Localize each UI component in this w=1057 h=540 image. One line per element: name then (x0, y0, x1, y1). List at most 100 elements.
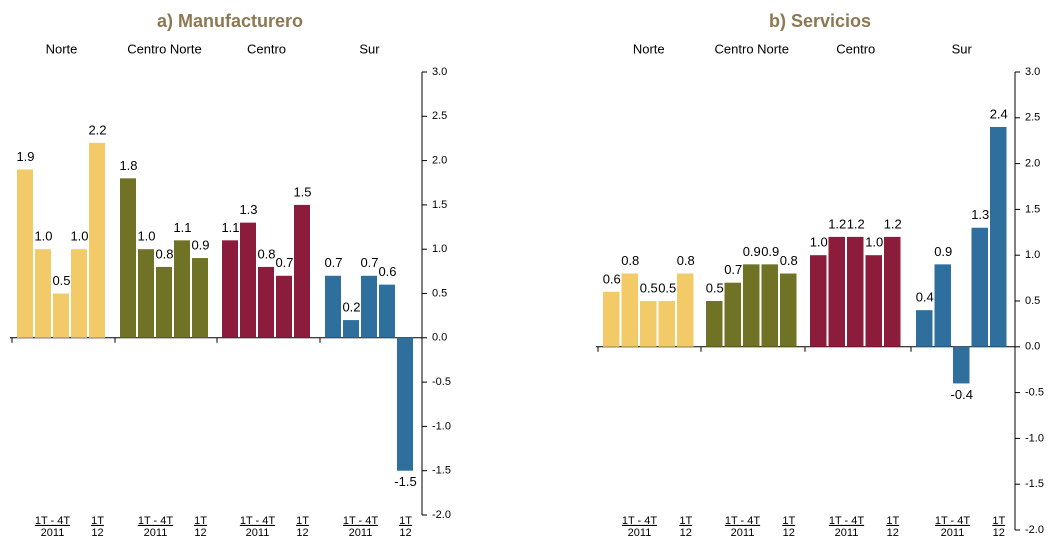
group-label: Centro Norte (715, 41, 789, 56)
period-label: 1T (992, 515, 1005, 527)
bar (120, 178, 136, 338)
bar (222, 240, 238, 338)
data-label: 0.9 (191, 237, 209, 252)
data-label: 0.7 (275, 255, 293, 270)
bar (174, 240, 190, 338)
period-label: 1T (886, 515, 899, 527)
bar (156, 266, 172, 338)
data-label: 1.3 (971, 207, 989, 222)
group-label: Norte (633, 41, 665, 56)
bar (276, 275, 292, 338)
y-tick-label: 2.0 (432, 155, 447, 167)
y-tick-label: 1.0 (432, 243, 447, 255)
bar (990, 126, 1007, 347)
data-label: 0.5 (640, 280, 658, 295)
period-label: 1T - 4T (725, 515, 761, 527)
data-label: 0.7 (324, 255, 342, 270)
data-label: 1.8 (119, 158, 137, 173)
period-sublabel: 2011 (144, 527, 168, 539)
y-tick-label: 2.0 (1025, 158, 1040, 170)
bar (294, 204, 310, 338)
period-sublabel: 2011 (731, 527, 755, 539)
data-label: 0.6 (603, 271, 621, 286)
y-tick-label: -2.0 (1025, 524, 1044, 536)
chart-title: b) Servicios (769, 11, 871, 31)
period-sublabel: 12 (680, 527, 692, 539)
data-label: 2.2 (88, 122, 106, 137)
bar (343, 320, 359, 338)
group-label: Centro Norte (127, 41, 201, 56)
bar (953, 346, 970, 384)
bar (828, 236, 845, 347)
data-label: 0.4 (916, 290, 934, 305)
data-label: 1.5 (293, 184, 311, 199)
data-label: -1.5 (394, 474, 416, 489)
period-sublabel: 12 (399, 527, 411, 539)
period-label: 1T - 4T (622, 515, 658, 527)
data-label: 1.0 (865, 235, 883, 250)
y-tick-label: 2.5 (432, 110, 447, 122)
group-label: Sur (359, 41, 380, 56)
period-label: 1T (91, 515, 104, 527)
bar (89, 142, 105, 338)
bar (916, 310, 933, 347)
y-tick-label: -1.5 (1025, 478, 1044, 490)
y-tick-label: -1.5 (432, 465, 451, 477)
period-sublabel: 2011 (941, 527, 965, 539)
period-sublabel: 12 (296, 527, 308, 539)
y-tick-label: 1.5 (432, 199, 447, 211)
bar (192, 258, 208, 338)
y-tick-label: -0.5 (1025, 387, 1044, 399)
data-label: 1.0 (70, 229, 88, 244)
y-tick-label: 2.5 (1025, 112, 1040, 124)
bar (138, 249, 154, 338)
data-label: 0.2 (342, 300, 360, 315)
data-label: 0.9 (743, 244, 761, 259)
bar (603, 291, 620, 347)
y-tick-label: 1.0 (1025, 249, 1040, 261)
y-tick-label: 0.0 (1025, 341, 1040, 353)
period-sublabel: 12 (887, 527, 899, 539)
bar (780, 273, 797, 347)
bar (17, 169, 33, 338)
period-sublabel: 12 (993, 527, 1005, 539)
data-label: 0.9 (761, 244, 779, 259)
period-label: 1T - 4T (240, 515, 276, 527)
data-label: 0.8 (621, 253, 639, 268)
bar (361, 275, 377, 338)
data-label: 0.6 (378, 264, 396, 279)
group-label: Centro (836, 41, 875, 56)
period-label: 1T - 4T (35, 515, 71, 527)
bar (761, 264, 778, 347)
period-label: 1T (782, 515, 795, 527)
data-label: 1.0 (137, 229, 155, 244)
data-label: 0.8 (677, 253, 695, 268)
data-label: 1.1 (221, 220, 239, 235)
period-sublabel: 12 (194, 527, 206, 539)
y-tick-label: -0.5 (432, 376, 451, 388)
y-tick-label: -2.0 (432, 509, 451, 521)
period-label: 1T (296, 515, 309, 527)
bar (325, 275, 341, 338)
bar (677, 273, 694, 347)
y-tick-label: 0.0 (432, 332, 447, 344)
bar (658, 301, 675, 347)
group-label: Norte (46, 41, 78, 56)
period-label: 1T - 4T (138, 515, 174, 527)
group-label: Centro (247, 41, 286, 56)
bar (640, 301, 657, 347)
data-label: 1.2 (847, 216, 865, 231)
data-label: 1.3 (239, 202, 257, 217)
bar (53, 293, 69, 338)
period-label: 1T - 4T (343, 515, 379, 527)
y-tick-label: 0.5 (432, 287, 447, 299)
data-label: 0.5 (658, 280, 676, 295)
bar (258, 266, 274, 338)
data-label: 1.2 (884, 216, 902, 231)
period-label: 1T - 4T (935, 515, 971, 527)
data-label: 0.8 (155, 246, 173, 261)
bar (71, 249, 87, 338)
y-tick-label: -1.0 (1025, 432, 1044, 444)
data-label: 0.7 (724, 262, 742, 277)
